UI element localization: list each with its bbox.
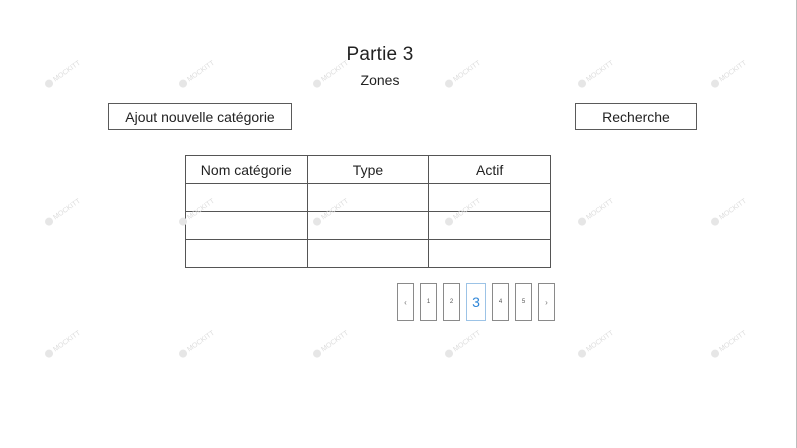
column-header-actif: Actif	[428, 155, 551, 184]
table-cell	[428, 239, 551, 268]
table-cell	[306, 239, 430, 268]
watermark-logo: MOCKITT	[576, 197, 615, 228]
add-category-button[interactable]: Ajout nouvelle catégorie	[108, 103, 292, 130]
watermark-logo: MOCKITT	[311, 329, 350, 360]
watermark-logo: MOCKITT	[709, 197, 748, 228]
table-cell	[185, 211, 308, 240]
table-cell	[185, 239, 308, 268]
pagination-next-button[interactable]: ›	[538, 283, 555, 321]
pagination-prev-button[interactable]: ‹	[397, 283, 414, 321]
watermark-logo: MOCKITT	[43, 197, 82, 228]
column-header-type: Type	[306, 155, 430, 184]
table-row	[185, 239, 551, 268]
pagination-page-4[interactable]: 4	[492, 283, 509, 321]
watermark-logo: MOCKITT	[177, 329, 216, 360]
pagination-page-1[interactable]: 1	[420, 283, 437, 321]
watermark-logo: MOCKITT	[43, 329, 82, 360]
table-header-row: Nom catégorie Type Actif	[185, 155, 551, 184]
pagination-page-2[interactable]: 2	[443, 283, 460, 321]
categories-table: Nom catégorie Type Actif	[185, 155, 551, 268]
column-header-nom-categorie: Nom catégorie	[185, 155, 308, 184]
pagination-page-3-current[interactable]: 3	[466, 283, 486, 321]
watermark-logo: MOCKITT	[709, 329, 748, 360]
watermark-logo: MOCKITT	[443, 329, 482, 360]
page-subtitle: Zones	[360, 72, 400, 88]
table-row	[185, 183, 551, 212]
table-cell	[428, 183, 551, 212]
search-button[interactable]: Recherche	[575, 103, 697, 130]
pagination-page-5[interactable]: 5	[515, 283, 532, 321]
page-title: Partie 3	[346, 44, 414, 65]
pagination: ‹ 1 2 3 4 5 ›	[397, 283, 555, 321]
table-cell	[306, 183, 430, 212]
watermark-logo: MOCKITT	[576, 329, 615, 360]
table-row	[185, 211, 551, 240]
